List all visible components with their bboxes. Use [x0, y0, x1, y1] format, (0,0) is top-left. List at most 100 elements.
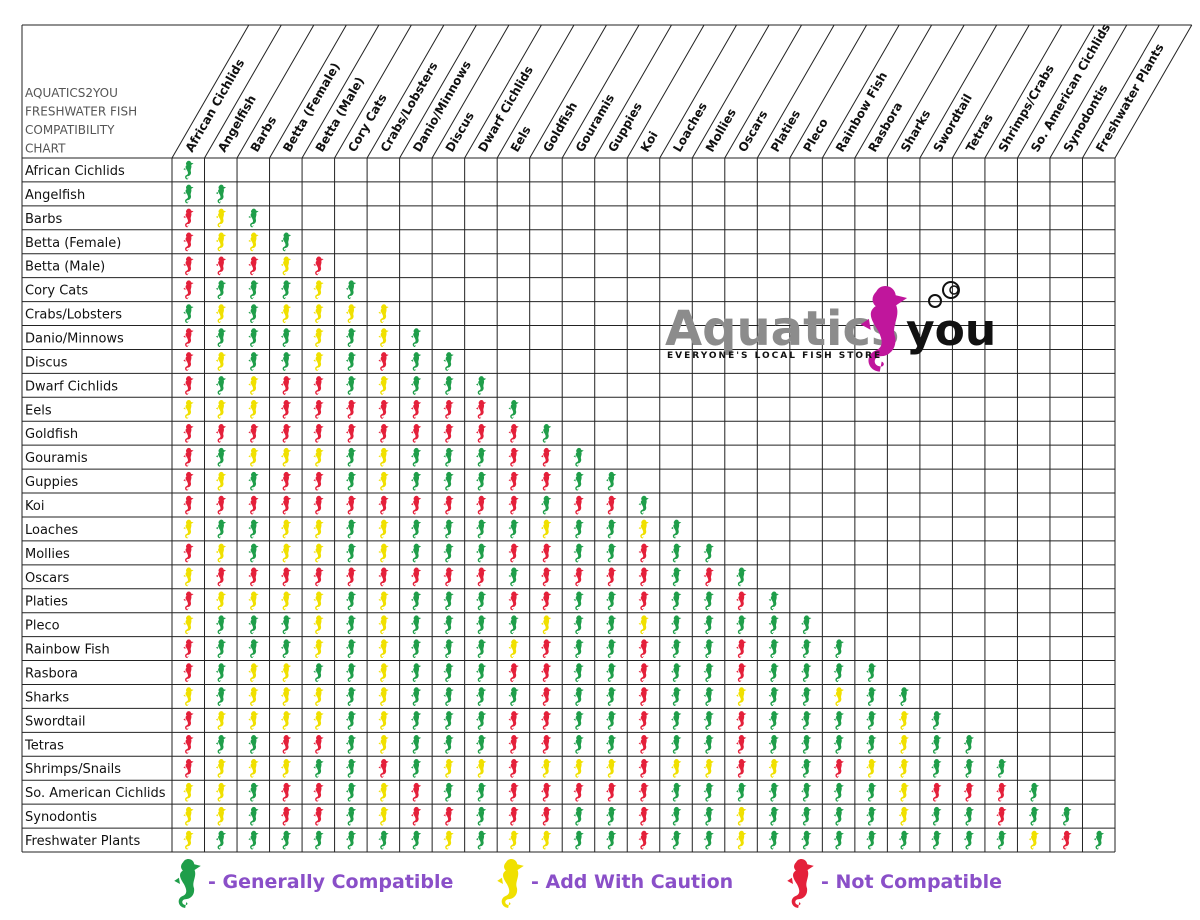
header-slant: [334, 24, 412, 159]
header-slant: [919, 24, 998, 159]
compatibility-icon: [280, 495, 292, 515]
compatibility-icon: [573, 806, 584, 826]
compatibility-icon: [768, 591, 779, 611]
compatibility-icon: [248, 304, 259, 324]
row-label: Pleco: [25, 619, 60, 634]
compatibility-icon: [931, 711, 942, 730]
compatibility-icon: [410, 687, 422, 707]
compatibility-icon: [313, 304, 324, 324]
compatibility-icon: [833, 687, 844, 707]
compatibility-icon: [443, 400, 454, 419]
compatibility-icon: [573, 782, 584, 802]
compatibility-icon: [443, 806, 454, 826]
compatibility-icon: [801, 806, 812, 826]
compatibility-icon: [313, 758, 324, 778]
compatibility-icon: [671, 782, 682, 802]
compatibility-icon: [638, 663, 649, 683]
compatibility-icon: [280, 782, 292, 802]
header-slant: [1017, 24, 1095, 159]
compatibility-icon: [508, 806, 519, 826]
compatibility-icon: [280, 519, 292, 539]
header-slant: [269, 24, 347, 159]
compatibility-icon: [541, 806, 552, 826]
compatibility-icon: [410, 495, 422, 515]
compatibility-icon: [801, 663, 812, 683]
compatibility-icon: [866, 806, 877, 826]
compatibility-icon: [248, 830, 259, 850]
compatibility-icon: [736, 567, 747, 587]
row-label: Betta (Male): [25, 260, 105, 275]
compatibility-icon: [215, 352, 227, 372]
compatibility-icon: [443, 615, 454, 635]
compatibility-icon: [703, 591, 714, 611]
compatibility-icon: [248, 256, 259, 276]
compatibility-icon: [378, 519, 389, 539]
compatibility-icon: [313, 567, 324, 587]
compatibility-icon: [345, 758, 357, 778]
compatibility-icon: [671, 543, 682, 563]
header-slant: [626, 24, 705, 159]
compatibility-icon: [280, 352, 292, 372]
compatibility-icon: [280, 328, 292, 348]
compatibility-icon: [898, 782, 909, 802]
compatibility-icon: [508, 519, 519, 539]
compatibility-icon: [345, 328, 357, 348]
compatibility-icon: [638, 615, 649, 635]
header-slant: [984, 24, 1063, 159]
compatibility-icon: [801, 615, 812, 635]
compatibility-icon: [313, 663, 324, 683]
compatibility-icon: [1061, 806, 1072, 826]
compatibility-icon: [378, 567, 389, 587]
compatibility-icon: [1028, 806, 1040, 826]
compatibility-icon: [606, 663, 617, 683]
compatibility-icon: [638, 735, 649, 754]
compatibility-icon: [280, 232, 292, 252]
compatibility-icon: [313, 495, 324, 515]
title-line: AQUATICS2YOU: [25, 86, 118, 100]
row-label: Discus: [25, 355, 68, 370]
logo-left: Aquatics: [665, 301, 900, 357]
compatibility-icon: [801, 639, 812, 659]
compatibility-icon: [736, 806, 747, 826]
compatibility-icon: [345, 806, 357, 826]
compatibility-icon: [931, 830, 942, 850]
row-label: African Cichlids: [25, 164, 125, 179]
compatibility-icon: [183, 423, 194, 443]
header-slant: [951, 24, 1030, 159]
compatibility-icon: [280, 400, 292, 419]
compatibility-icon: [248, 711, 259, 730]
header-slant: [301, 24, 380, 159]
compatibility-icon: [248, 447, 259, 467]
compatibility-icon: [866, 711, 877, 730]
header-slant: [789, 24, 868, 159]
title-line: COMPATIBILITY: [25, 123, 115, 137]
compatibility-icon: [638, 711, 649, 730]
compatibility-icon: [215, 280, 227, 300]
compatibility-icon: [573, 495, 584, 515]
compatibility-icon: [476, 471, 487, 491]
compatibility-icon: [410, 352, 422, 372]
compatibility-icon: [280, 447, 292, 467]
compatibility-icon: [248, 735, 259, 754]
compatibility-icon: [280, 830, 292, 850]
compatibility-icon: [183, 735, 194, 754]
compatibility-icon: [606, 735, 617, 754]
header-slant: [399, 24, 477, 159]
compatibility-icon: [898, 735, 909, 754]
compatibility-icon: [280, 471, 292, 491]
compatibility-icon: [573, 639, 584, 659]
compatibility-icon: [768, 782, 779, 802]
compatibility-icon: [215, 615, 227, 635]
compatibility-icon: [931, 735, 942, 754]
compatibility-icon: [345, 280, 357, 300]
compatibility-icon: [313, 328, 324, 348]
compatibility-icon: [671, 615, 682, 635]
compatibility-icon: [410, 782, 422, 802]
compatibility-icon: [313, 400, 324, 419]
row-label: Danio/Minnows: [25, 331, 124, 346]
compatibility-icon: [345, 471, 357, 491]
compatibility-icon: [703, 663, 714, 683]
header-slant: [1082, 24, 1160, 159]
compatibility-icon: [248, 352, 259, 372]
compatibility-icon: [183, 615, 194, 635]
